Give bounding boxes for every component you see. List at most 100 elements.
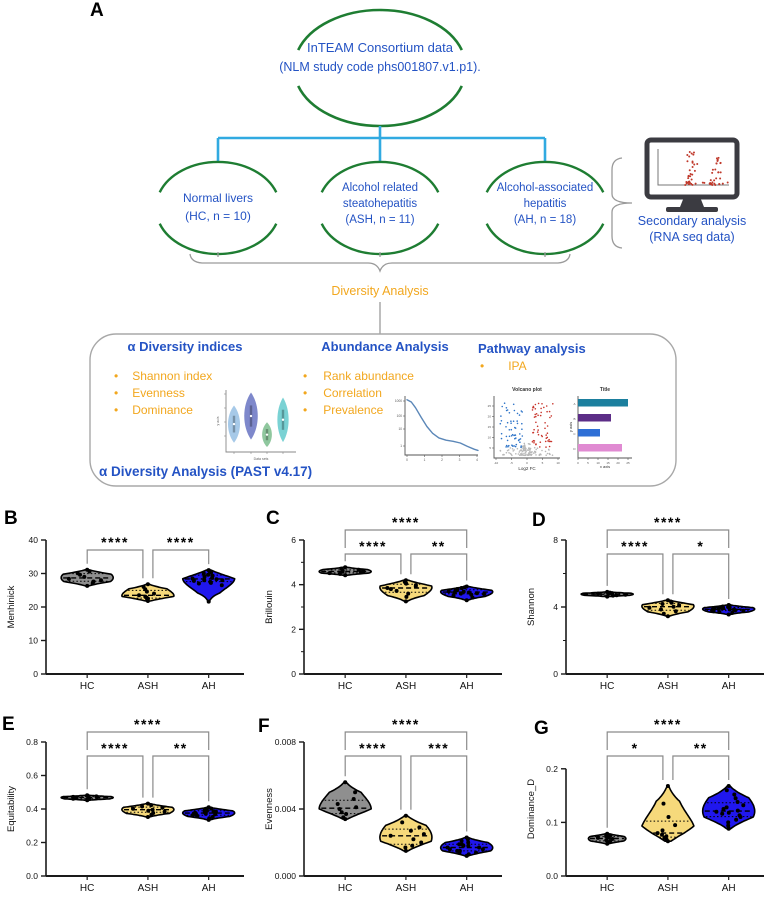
data-points-ah — [710, 603, 746, 617]
alpha-diversity-inset-chart: y axis Data sets — [216, 390, 296, 461]
svg-text:0.2: 0.2 — [26, 838, 38, 848]
svg-text:ASH: ASH — [658, 883, 679, 894]
svg-text:****: **** — [134, 716, 162, 732]
svg-text:ASH: ASH — [396, 883, 417, 894]
cohort-ah-line3: (AH, n = 18) — [513, 214, 577, 226]
svg-text:****: **** — [359, 538, 387, 554]
svg-text:**: ** — [694, 740, 708, 756]
svg-text:0: 0 — [526, 461, 528, 465]
svg-text:ASH: ASH — [396, 681, 417, 692]
svg-text:****: **** — [167, 534, 195, 550]
diversity-brace — [189, 252, 571, 334]
cohort-ash-line2: steatohepatitis — [342, 198, 418, 210]
svg-text:20: 20 — [29, 602, 39, 612]
svg-text:HC: HC — [338, 681, 352, 692]
svg-text:HC: HC — [338, 883, 352, 894]
svg-text:****: **** — [392, 716, 420, 732]
svg-text:2: 2 — [291, 624, 296, 634]
data-points-hc — [595, 831, 615, 846]
svg-text:C: C — [573, 432, 576, 436]
panel-b-violin-chart: 0 10 20 30 40 Menhinick HC ASH AH **** **** — [6, 534, 244, 692]
axes: 0.000 0.004 0.008 Evenness HC ASH AH — [264, 737, 502, 894]
svg-text:0.8: 0.8 — [26, 737, 38, 747]
pathway-analysis-header: Pathway analysis — [478, 341, 586, 356]
svg-text:0: 0 — [406, 458, 408, 462]
svg-text:D: D — [573, 447, 576, 451]
svg-text:0.1: 0.1 — [546, 817, 558, 827]
svg-text:10: 10 — [488, 436, 492, 440]
volcano-inset-chart: Volcano plot 5 10 15 20 25 -10 -5 0 5 10 Log2 FC — [488, 387, 560, 471]
svg-text:Brillouin: Brillouin — [264, 590, 275, 624]
secondary-analysis-line1: Secondary analysis — [637, 214, 747, 228]
svg-text:****: **** — [392, 514, 420, 530]
svg-text:8: 8 — [553, 535, 558, 545]
svg-text:B: B — [573, 417, 575, 421]
pathway-bars-inset-chart: Title A B C D 0 5 10 15 20 25 x axis y axis — [568, 387, 632, 469]
panel-c-label: C — [266, 508, 281, 529]
svg-text:AH: AH — [202, 681, 216, 692]
data-points-hc — [66, 567, 103, 588]
svg-text:3: 3 — [459, 458, 461, 462]
svg-text:0.0: 0.0 — [26, 871, 38, 881]
past-footer: α Diversity Analysis (PAST v4.17) — [99, 464, 313, 479]
svg-text:x axis: x axis — [600, 464, 610, 469]
bullet-icon: • — [303, 386, 308, 400]
significance-brackets: ******** *** — [344, 716, 468, 832]
axes: 0 4 8 Shannon HC ASH AH — [526, 535, 764, 692]
bullet-icon: • — [114, 386, 119, 400]
svg-text:4: 4 — [291, 580, 296, 590]
svg-text:HC: HC — [600, 681, 614, 692]
bullet-shannon-index: • Shannon index — [114, 369, 213, 383]
svg-text:Volcano plot: Volcano plot — [512, 387, 542, 393]
secondary-analysis-line2: (RNA seq data) — [649, 230, 735, 244]
svg-text:AH: AH — [460, 883, 474, 894]
svg-text:AH: AH — [722, 681, 736, 692]
significance-brackets: ******** ** — [344, 514, 468, 581]
svg-text:0.6: 0.6 — [26, 771, 38, 781]
svg-text:Log2 FC: Log2 FC — [518, 466, 536, 471]
svg-text:10: 10 — [556, 461, 560, 465]
bullet-correlation: • Correlation — [303, 386, 382, 400]
panel-a-label: A — [90, 0, 105, 21]
data-points-hc — [327, 565, 366, 578]
svg-text:0: 0 — [577, 461, 579, 465]
data-points-ah — [190, 805, 218, 822]
data-points-ah — [445, 835, 485, 858]
svg-text:0: 0 — [291, 669, 296, 679]
svg-text:Evenness: Evenness — [264, 788, 275, 830]
svg-text:0.004: 0.004 — [275, 804, 297, 814]
bullet-icon: • — [480, 359, 485, 373]
significance-brackets: ***** ** — [606, 716, 730, 828]
svg-text:0.0: 0.0 — [546, 871, 558, 881]
abundance-analysis-header: Abundance Analysis — [321, 339, 449, 354]
cohort-ah-line2: hepatitis — [523, 198, 567, 210]
svg-text:0.2: 0.2 — [546, 764, 558, 774]
consortium-title-line2: (NLM study code phs001807.v1.p1). — [279, 60, 481, 74]
secondary-analysis-brace — [611, 157, 633, 249]
diversity-analysis-label: Diversity Analysis — [331, 284, 429, 298]
axes: 0.0 0.1 0.2 Dominance_D HC ASH AH — [526, 764, 764, 894]
alpha-diversity-header: α Diversity indices — [127, 339, 243, 354]
svg-text:15: 15 — [488, 425, 492, 429]
panel-d-label: D — [532, 510, 547, 531]
data-points-hc — [335, 780, 359, 822]
svg-text:**: ** — [432, 538, 446, 554]
svg-text:0: 0 — [33, 669, 38, 679]
axes: 0.0 0.2 0.4 0.6 0.8 Equitability HC ASH AH — [6, 737, 244, 894]
svg-text:1000: 1000 — [395, 399, 402, 403]
svg-text:y axis: y axis — [216, 416, 220, 425]
svg-text:****: **** — [654, 716, 682, 732]
svg-text:Data sets: Data sets — [254, 457, 269, 461]
svg-text:Dominance_D: Dominance_D — [526, 779, 537, 839]
svg-text:30: 30 — [29, 569, 39, 579]
panel-f-label: F — [258, 716, 271, 737]
violin-ash — [379, 579, 433, 603]
consortium-oval — [297, 8, 463, 128]
svg-text:100: 100 — [397, 414, 403, 418]
svg-text:****: **** — [101, 740, 129, 756]
